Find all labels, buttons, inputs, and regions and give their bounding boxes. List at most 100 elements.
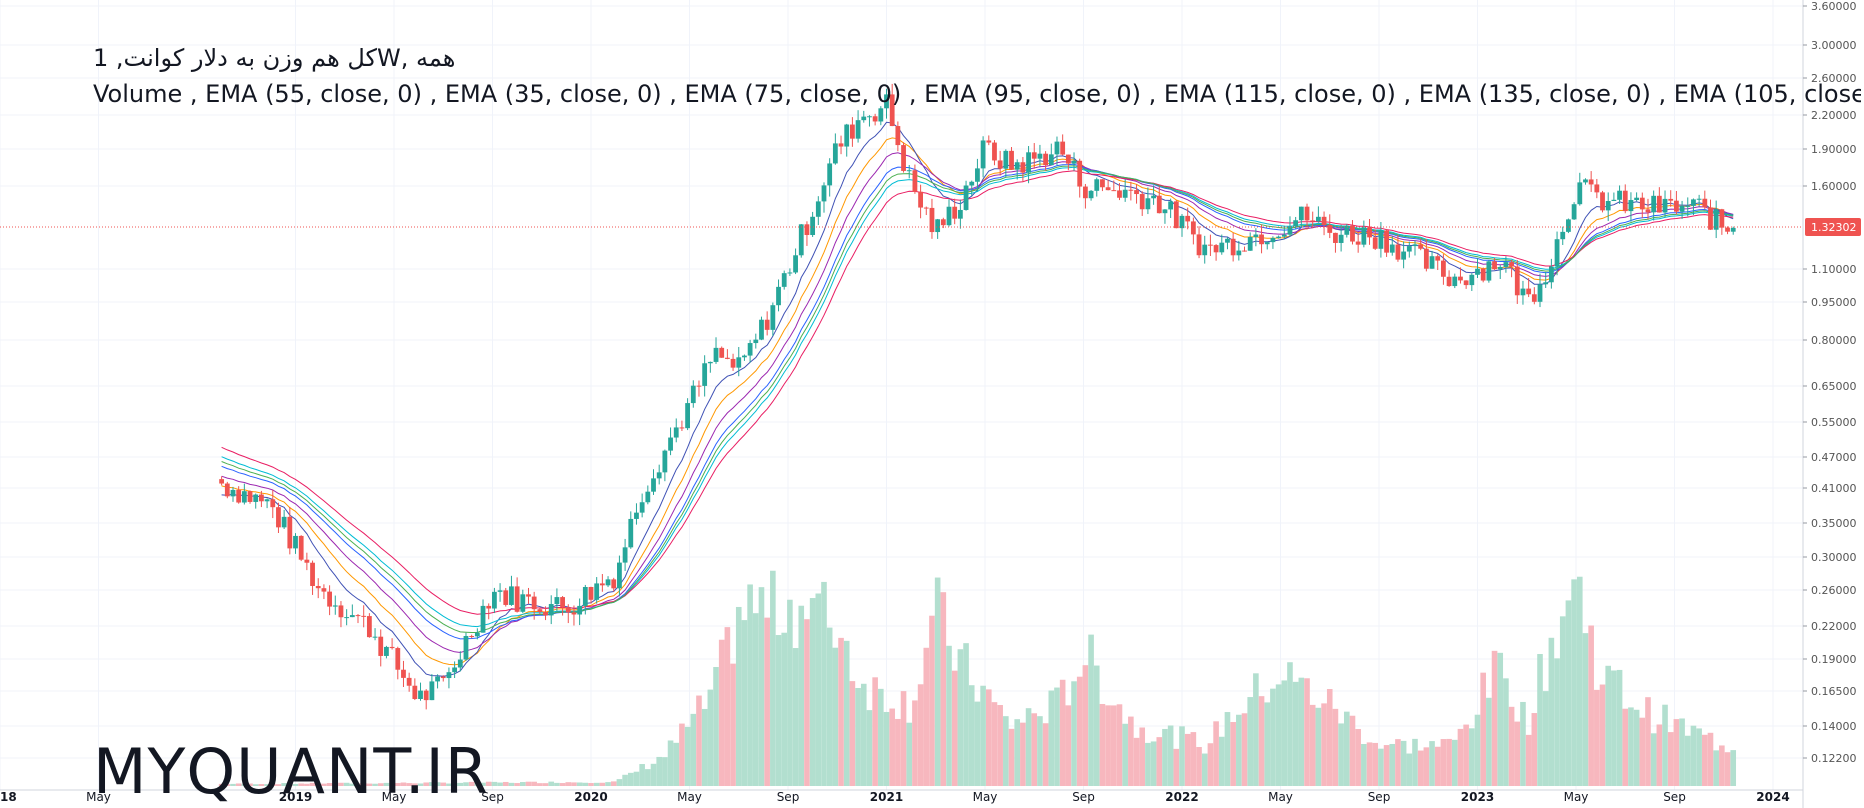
- time-tick-label: May: [86, 790, 111, 804]
- candle-body: [1082, 186, 1088, 199]
- volume-bar: [1514, 721, 1521, 786]
- candle-body: [1065, 154, 1071, 164]
- candle-body: [344, 617, 350, 619]
- volume-bar: [554, 782, 560, 786]
- time-tick-label: May: [973, 790, 998, 804]
- volume-bar: [798, 605, 805, 786]
- time-axis[interactable]: 2018 May 2019 May Sep 2020 May Sep 2021 May Sep 202…: [0, 789, 1803, 804]
- volume-bar: [1281, 680, 1288, 786]
- candle-body: [1691, 199, 1696, 206]
- volume-bar: [1349, 715, 1356, 786]
- candle-body: [1503, 262, 1509, 267]
- volume-bar: [758, 587, 765, 786]
- candle-body: [935, 219, 941, 233]
- candle-body: [957, 209, 963, 219]
- candle-body: [997, 160, 1003, 169]
- volume-bar: [298, 783, 304, 786]
- volume-bar: [1525, 734, 1532, 786]
- volume-bar: [412, 783, 418, 786]
- volume-bar: [1150, 741, 1157, 786]
- volume-bar: [514, 783, 520, 786]
- candle-body: [1139, 194, 1145, 210]
- time-tick-label: 2023: [1461, 790, 1494, 804]
- candle-body: [1315, 216, 1321, 222]
- candle-body: [1730, 227, 1736, 232]
- volume-bar: [1724, 752, 1731, 786]
- volume-bar: [1275, 684, 1282, 786]
- volume-bar: [946, 645, 952, 786]
- candle-body: [844, 124, 850, 147]
- candle-body: [384, 646, 389, 656]
- candle-body: [975, 168, 980, 182]
- volume-bar: [309, 782, 316, 786]
- volume-bar: [968, 685, 975, 786]
- candle-body: [901, 145, 906, 171]
- candle-body: [605, 579, 611, 586]
- candle-body: [736, 357, 742, 368]
- volume-bar: [1412, 738, 1418, 786]
- volume-bar: [679, 723, 685, 786]
- candle-body: [1253, 234, 1259, 238]
- candle-body: [770, 305, 776, 330]
- candle-body: [355, 615, 361, 617]
- time-tick-label: 2020: [574, 790, 607, 804]
- candle-body: [1321, 216, 1327, 225]
- volume-bar: [224, 784, 231, 786]
- volume-bar: [1287, 662, 1293, 786]
- volume-bar: [1503, 678, 1509, 786]
- candle-body: [1605, 201, 1611, 211]
- volume-bar: [1707, 732, 1714, 786]
- candle-body: [378, 636, 384, 656]
- candle-body: [1355, 241, 1361, 245]
- candle-body: [1617, 190, 1622, 200]
- candle-body: [1634, 197, 1640, 201]
- volume-bar: [1667, 732, 1674, 786]
- time-tick-label: Sep: [1368, 790, 1391, 804]
- candle-body: [1014, 162, 1020, 170]
- volume-bar: [1099, 703, 1106, 786]
- candle-body: [895, 126, 901, 146]
- volume-bar: [974, 701, 981, 786]
- candle-body: [241, 491, 247, 503]
- volume-bar: [627, 772, 634, 786]
- candle-body: [1344, 225, 1350, 235]
- volume-bar: [1338, 723, 1344, 786]
- candle-body: [452, 667, 458, 673]
- volume-bar: [1082, 665, 1089, 786]
- candle-body: [1333, 232, 1338, 243]
- indicator-legend[interactable]: Volume , EMA (55, close, 0) , EMA (35, c…: [93, 80, 1861, 108]
- volume-bar: [468, 781, 475, 786]
- candle-body: [1520, 288, 1526, 296]
- volume-bar: [1093, 665, 1100, 786]
- price-tick-label: 2.60000: [1811, 72, 1857, 85]
- volume-bar: [1486, 697, 1492, 786]
- time-tick-label: 2019: [279, 790, 312, 804]
- time-tick-label: Sep: [777, 790, 800, 804]
- candle-body: [685, 403, 691, 429]
- volume-bar: [1576, 576, 1583, 786]
- volume-bar: [1531, 713, 1538, 786]
- candle-body: [1435, 256, 1441, 261]
- volume-bar: [1673, 719, 1680, 786]
- volume-bar: [792, 648, 799, 786]
- candle-body: [1281, 234, 1287, 237]
- volume-bar: [1321, 703, 1327, 786]
- volume-bar: [264, 784, 270, 786]
- volume-bar: [1236, 714, 1242, 786]
- volume-bar: [218, 783, 225, 786]
- volume-bar: [451, 782, 458, 786]
- price-axis[interactable]: 3.60000 3.00000 2.60000 2.20000 1.90000 1.600…: [1802, 0, 1864, 808]
- volume-bar: [1315, 707, 1322, 786]
- candle-body: [259, 494, 264, 502]
- candle-body: [1395, 244, 1401, 260]
- candle-body: [1509, 262, 1514, 267]
- price-tick-label: 0.30000: [1811, 551, 1857, 564]
- volume-bar: [809, 598, 816, 786]
- volume-bar: [917, 684, 924, 786]
- candle-body: [992, 142, 997, 161]
- candle-body: [554, 597, 560, 605]
- candle-body: [679, 427, 685, 429]
- volume-bar: [1548, 637, 1555, 786]
- candle-body: [906, 170, 912, 172]
